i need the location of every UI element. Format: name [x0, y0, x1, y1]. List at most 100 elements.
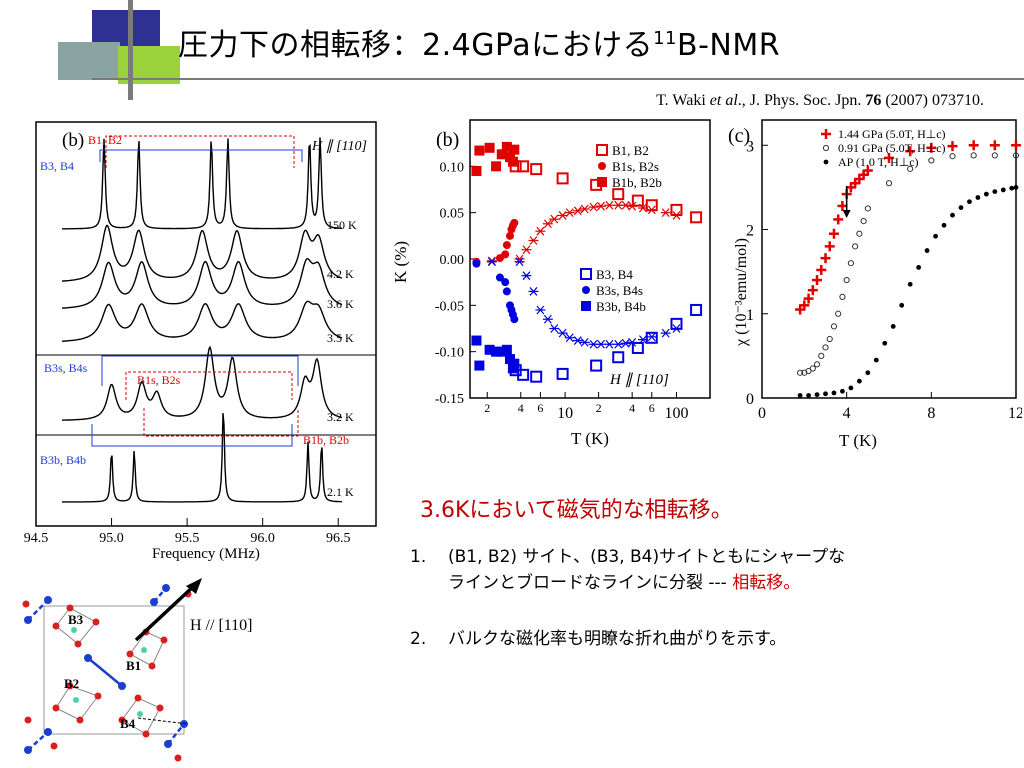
data-point-5 [510, 315, 519, 324]
data-point-2 [507, 156, 518, 167]
data-point-0 [905, 146, 916, 157]
x-tick-label: 12 [1008, 405, 1022, 422]
data-point-2 [1009, 185, 1015, 191]
data-point-5 [502, 287, 511, 296]
lattice-label-b4: B4 [120, 716, 136, 731]
headline: 3.6Kにおいて磁気的な相転移。 [420, 498, 733, 523]
data-point-1 [501, 250, 510, 259]
data-point-7 [564, 333, 575, 343]
data-point-2 [950, 212, 955, 218]
list-text: バルクな磁化率も明瞭な折れ曲がりを示す。 [448, 629, 787, 649]
legend-marker [823, 159, 829, 165]
lattice-label-b2: B2 [64, 676, 79, 691]
citation-etal: et al [709, 92, 738, 109]
spectrum-2 [61, 258, 343, 309]
data-point-6 [509, 358, 520, 369]
spectrum-0 [62, 137, 342, 230]
data-point-2 [983, 191, 989, 197]
data-point-6 [484, 344, 495, 355]
legend-marker [822, 144, 830, 152]
legend-marker [581, 301, 591, 311]
y-tick-label: 1 [746, 307, 754, 324]
list-text: (B1, B2) サイト、(B3, B4)サイトともにシャープな [448, 547, 846, 567]
x-axis-label: Frequency (MHz) [152, 546, 260, 562]
data-point-0 [530, 163, 543, 176]
title-decoration [0, 0, 1024, 100]
temperature-label: 150 K [327, 218, 357, 232]
x-tick-label: 94.5 [24, 531, 49, 546]
data-point-3 [671, 211, 682, 220]
field-direction-label: H // [110] [190, 617, 253, 634]
data-point-3 [637, 203, 648, 213]
data-point-0 [645, 199, 658, 212]
legend-label: B1s, B2s [612, 159, 659, 174]
data-point-5 [495, 273, 504, 282]
data-point-0 [833, 214, 844, 225]
data-point-0 [816, 264, 827, 275]
data-point-2 [882, 340, 888, 346]
data-point-2 [823, 391, 828, 397]
x-tick-label: 4 [629, 401, 635, 415]
data-point-0 [670, 203, 683, 216]
data-point-2 [501, 141, 512, 152]
legend-marker [598, 162, 606, 170]
list-item: 1. (B1, B2) サイト、(B3, B4)サイトともにシャープな ラインとブ… [410, 544, 845, 596]
data-point-4 [645, 331, 658, 344]
data-point-0 [862, 165, 873, 176]
data-point-1 [813, 361, 821, 368]
data-point-2 [484, 142, 495, 153]
legend-label: B1, B2 [612, 143, 649, 158]
data-point-1 [970, 152, 977, 159]
data-point-1 [510, 218, 519, 227]
site-label-b3b4: B3, B4 [40, 159, 74, 173]
x-tick-label: 2 [484, 401, 490, 415]
data-point-1 [797, 369, 804, 376]
data-point-0 [968, 140, 979, 151]
title-main: 圧力下の相転移：2.4GPaにおける [178, 28, 654, 63]
data-point-2 [474, 145, 485, 156]
data-point-3 [549, 214, 560, 224]
bracket-b3s-b4s [101, 355, 299, 386]
slide-title: 圧力下の相転移：2.4GPaにおける11B-NMR [178, 20, 780, 64]
data-point-2 [1000, 187, 1006, 193]
data-point-2 [471, 165, 482, 176]
data-point-1 [991, 152, 998, 159]
x-tick-label: 0 [758, 405, 766, 422]
y-axis-label: χ (10⁻³emu/mol) [733, 238, 750, 347]
data-point-3 [627, 201, 638, 211]
lattice-label-b3: B3 [68, 612, 84, 627]
site-label-b1s-b2s: B1s, B2s [137, 373, 181, 387]
site-label-b1b-b2b: B1b, B2b [303, 433, 349, 447]
unit-cell [43, 605, 185, 735]
legend-label: B3, B4 [596, 267, 633, 282]
field-label: H ∥ [110] [311, 139, 367, 154]
data-point-1 [856, 230, 863, 237]
legend-marker [580, 268, 592, 280]
data-point-1 [502, 241, 511, 250]
data-point-2 [975, 195, 981, 200]
citation-year: (2007) 073710. [881, 92, 984, 109]
panel-label: (b) [436, 129, 459, 151]
data-point-2 [941, 222, 947, 228]
x-tick-label: 4 [518, 401, 524, 415]
data-point-7 [620, 338, 631, 348]
data-point-7 [486, 257, 497, 267]
data-point-4 [556, 367, 569, 380]
data-point-0 [556, 172, 569, 185]
dimer-bonds [27, 587, 185, 751]
data-point-0 [812, 275, 823, 286]
title-superscript: 11 [653, 28, 677, 49]
list-text: ラインとブロードなラインに分裂 --- [448, 573, 733, 593]
panel-label: (b) [62, 130, 84, 151]
data-point-6 [471, 335, 482, 346]
data-point-0 [1011, 140, 1021, 151]
lattice-diagram: B3 B1 B2 B4 H // [110] [22, 578, 253, 762]
citation-authors: T. Waki [656, 92, 710, 109]
data-point-6 [496, 346, 507, 357]
data-point-0 [947, 141, 958, 152]
x-tick-label: 8 [927, 405, 935, 422]
data-point-0 [807, 285, 818, 296]
citation: T. Waki et al., J. Phys. Soc. Jpn. 76 (2… [656, 92, 984, 110]
data-point-0 [824, 241, 835, 252]
spectrum-5 [62, 413, 342, 503]
